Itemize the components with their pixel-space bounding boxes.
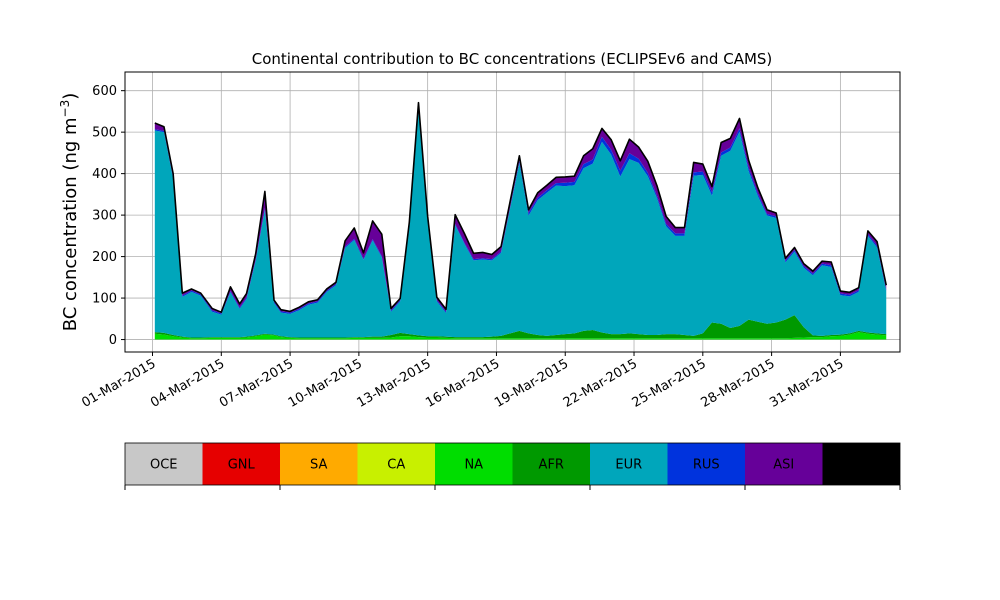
legend-swatch-rus xyxy=(667,443,745,485)
y-axis-label: BC concentration (ng m−3) xyxy=(58,93,81,332)
legend-label-afr: AFR xyxy=(539,458,564,473)
area-series-afr xyxy=(154,315,887,339)
legend-swatch-asi xyxy=(745,443,823,485)
x-tick-label: 19-Mar-2015 xyxy=(492,356,571,410)
y-tick-label: 0 xyxy=(109,333,117,348)
x-tick-label: 01-Mar-2015 xyxy=(79,356,158,410)
legend-label-oce: OCE xyxy=(150,458,178,473)
x-tick-label: 16-Mar-2015 xyxy=(423,356,502,410)
chart-title: Continental contribution to BC concentra… xyxy=(252,50,773,68)
x-tick-label: 28-Mar-2015 xyxy=(698,356,777,410)
legend-swatch-eur xyxy=(590,443,668,485)
total-concentration-line xyxy=(154,101,888,313)
legend-label-eur: EUR xyxy=(615,458,642,473)
legend-swatch-afr xyxy=(512,443,590,485)
legend-swatch-na xyxy=(435,443,513,485)
y-tick-label: 600 xyxy=(92,84,117,99)
y-tick-label: 500 xyxy=(92,126,117,141)
legend-label-gnl: GNL xyxy=(228,458,256,473)
area-series-eur xyxy=(154,110,887,338)
legend-label-sa: SA xyxy=(310,458,327,473)
x-tick-label: 13-Mar-2015 xyxy=(355,356,434,410)
plot-frame xyxy=(124,71,901,353)
area-series-na xyxy=(154,332,887,340)
legend-label-rus: RUS xyxy=(693,458,720,473)
x-tick-label: 25-Mar-2015 xyxy=(630,356,709,410)
x-tick-label: 10-Mar-2015 xyxy=(286,356,365,410)
x-tick-label: 07-Mar-2015 xyxy=(217,356,296,410)
legend-swatch-sa xyxy=(280,443,358,485)
legend-swatch-gnl xyxy=(202,443,280,485)
legend-label-aus: AUS xyxy=(848,458,875,473)
y-tick-label: 200 xyxy=(92,250,117,265)
y-tick-label: 300 xyxy=(92,209,117,224)
chart-stacked-areas xyxy=(154,101,888,340)
legend-label-ca: CA xyxy=(387,458,405,473)
legend-swatch-aus xyxy=(822,443,900,485)
legend-swatch-oce xyxy=(125,443,203,485)
x-tick-label: 31-Mar-2015 xyxy=(767,356,846,410)
legend-label-na: NA xyxy=(464,458,483,473)
y-tick-label: 400 xyxy=(92,167,117,182)
y-tick-label: 100 xyxy=(92,292,117,307)
legend-swatch-ca xyxy=(357,443,435,485)
legend-label-asi: ASI xyxy=(773,458,794,473)
legend-frame xyxy=(124,442,901,486)
chart-legend: OCE GNL SA CA NA AFR EUR RUS ASI AUS xyxy=(124,442,901,490)
x-tick-label: 22-Mar-2015 xyxy=(561,356,640,410)
x-tick-label: 04-Mar-2015 xyxy=(148,356,227,410)
